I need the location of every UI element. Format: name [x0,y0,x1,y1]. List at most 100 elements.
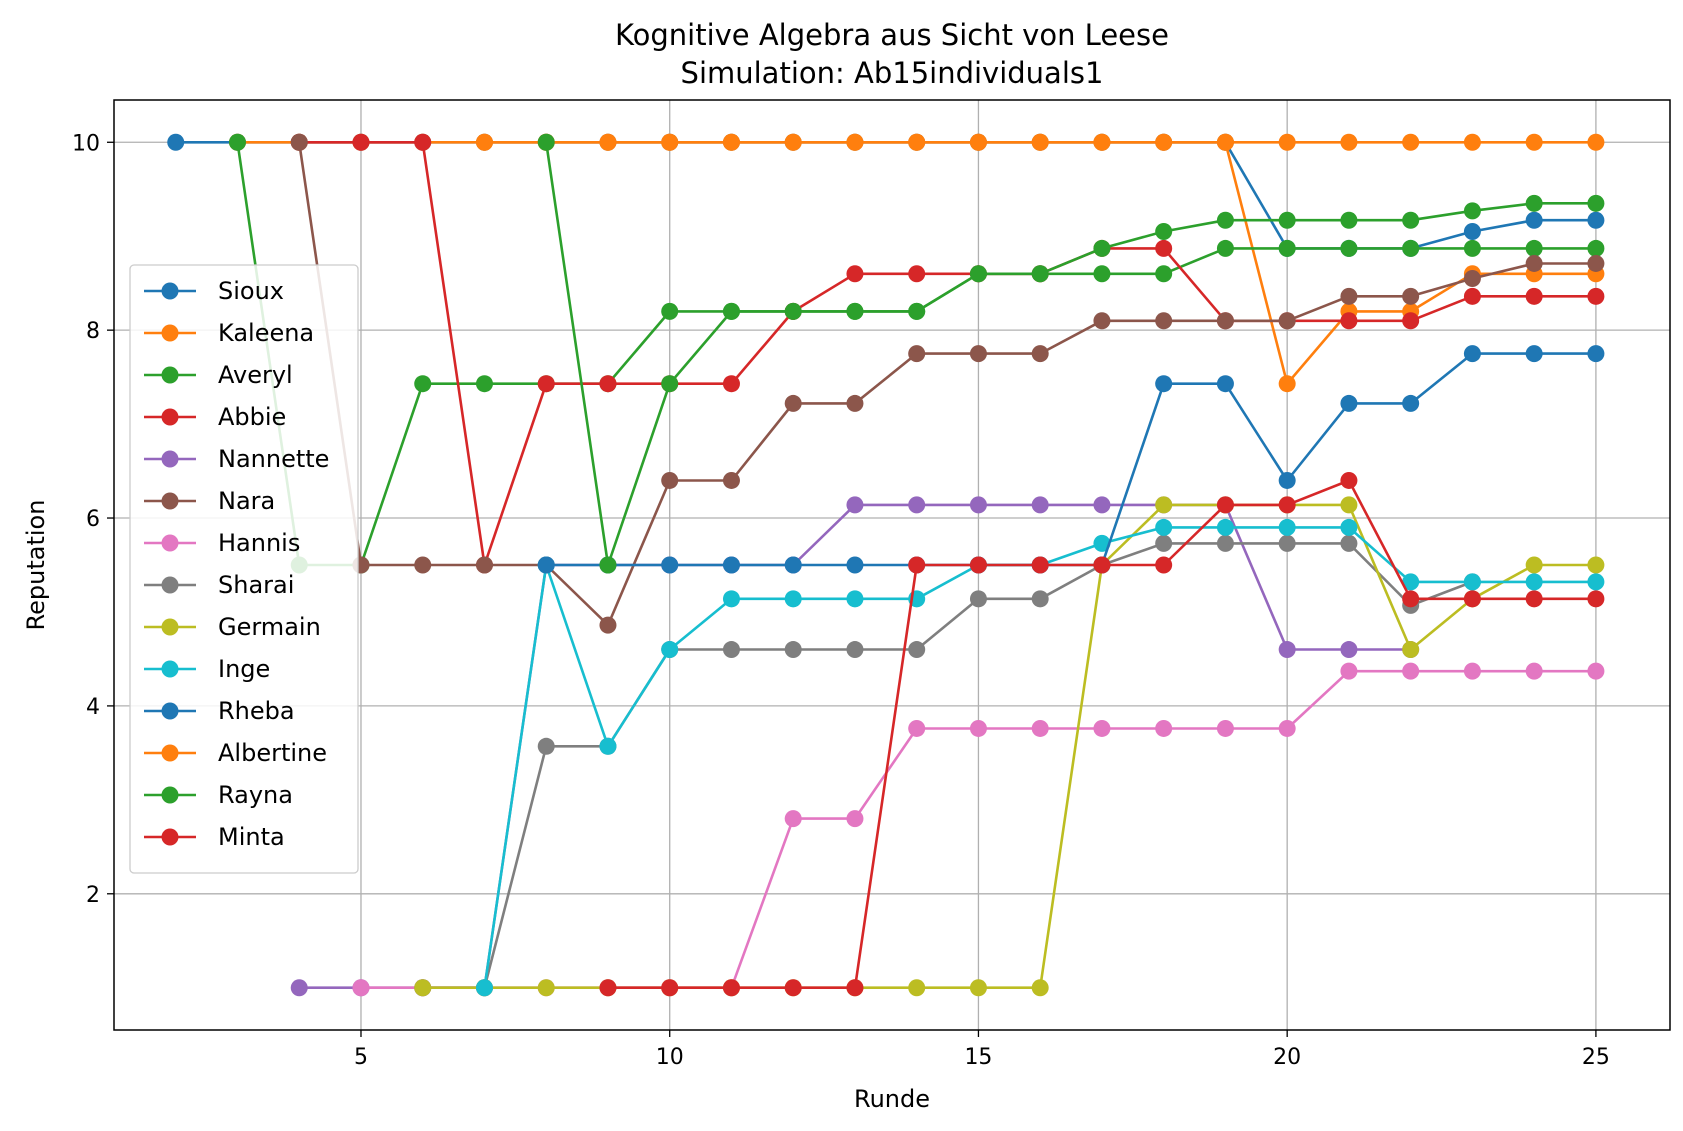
legend-label-germain: Germain [218,613,321,641]
data-point-inge [1155,518,1173,536]
data-point-hannis [1402,662,1420,680]
data-point-averyl [1216,239,1234,257]
data-point-nara [1587,254,1605,272]
data-point-minta [1278,496,1296,514]
data-point-nannette [1031,496,1049,514]
data-point-albertine [1340,133,1358,151]
data-point-hannis [908,719,926,737]
data-point-rayna [1031,265,1049,283]
legend-marker-rayna [161,786,179,804]
data-point-albertine [1031,133,1049,151]
legend-entry-abbie: Abbie [144,403,286,431]
data-point-abbie [1463,287,1481,305]
data-point-rayna [846,302,864,320]
data-point-rayna [1093,239,1111,257]
legend-marker-abbie [161,408,179,426]
series-line-abbie [299,141,1596,567]
x-tick-label: 15 [964,1045,992,1070]
y-tick-label: 10 [72,131,100,156]
data-point-minta [1340,471,1358,489]
legend-label-rayna: Rayna [218,781,293,809]
data-point-rheba [1216,375,1234,393]
legend-marker-sioux [161,282,179,300]
data-point-minta [1031,556,1049,574]
data-point-albertine [1587,133,1605,151]
data-point-rheba [1278,471,1296,489]
legend-marker-germain [161,618,179,636]
data-point-rheba [537,556,555,574]
data-point-averyl [228,133,246,151]
data-point-rheba [1587,345,1605,363]
data-point-hannis [1340,662,1358,680]
legend-label-minta: Minta [218,823,285,851]
data-point-minta [1155,556,1173,574]
data-point-abbie [1525,287,1543,305]
data-point-inge [1402,573,1420,591]
data-point-minta [1587,590,1605,608]
legend-entry-minta: Minta [144,823,285,851]
data-point-hannis [1031,719,1049,737]
data-point-inge [846,590,864,608]
data-point-inge [1340,518,1358,536]
data-point-hannis [1216,719,1234,737]
data-point-abbie [1587,287,1605,305]
data-point-inge [722,590,740,608]
legend-marker-averyl [161,366,179,384]
data-point-sharai [908,641,926,659]
data-point-abbie [599,375,617,393]
data-point-hannis [1278,719,1296,737]
data-point-nannette [290,979,308,997]
data-point-germain [908,979,926,997]
data-point-rayna [722,302,740,320]
data-point-germain [1340,496,1358,514]
data-point-albertine [1463,133,1481,151]
data-point-kaleena [1278,375,1296,393]
data-point-sharai [537,737,555,755]
data-point-inge [599,737,617,755]
data-point-averyl [1155,265,1173,283]
x-tick-label: 10 [656,1045,684,1070]
legend-label-nara: Nara [218,487,275,515]
data-point-nara [1463,269,1481,287]
data-point-averyl [661,302,679,320]
data-point-minta [908,556,926,574]
data-point-averyl [1587,239,1605,257]
chart-subtitle: Simulation: Ab15individuals1 [681,56,1104,90]
data-point-nannette [1278,641,1296,659]
data-point-sharai [1031,590,1049,608]
data-point-albertine [599,133,617,151]
data-point-albertine [1155,133,1173,151]
series-line-sharai [422,542,1473,990]
legend-entry-nannette: Nannette [144,445,329,473]
data-point-minta [599,979,617,997]
data-point-hannis [1463,662,1481,680]
series-rayna [537,133,1605,574]
legend-entry-sioux: Sioux [144,277,284,305]
data-point-minta [969,556,987,574]
data-point-nannette [1093,496,1111,514]
data-point-minta [1525,590,1543,608]
data-point-sioux [167,133,185,151]
data-point-nara [1093,312,1111,330]
data-point-nannette [908,496,926,514]
data-point-germain [1155,496,1173,514]
data-point-inge [1525,573,1543,591]
data-point-hannis [969,719,987,737]
data-point-sharai [784,641,802,659]
data-point-albertine [1402,133,1420,151]
data-point-rheba [846,556,864,574]
series-line-rayna [544,142,1596,567]
data-point-inge [1463,573,1481,591]
y-tick-label: 4 [86,695,100,720]
data-point-albertine [1278,133,1296,151]
data-point-sioux [1463,223,1481,241]
data-point-hannis [1155,719,1173,737]
data-point-rayna [1278,211,1296,229]
data-point-hannis [846,810,864,828]
legend-marker-hannis [161,534,179,552]
legend-entry-rheba: Rheba [144,697,295,725]
data-point-averyl [1463,239,1481,257]
data-point-rheba [1463,345,1481,363]
x-tick-label: 5 [354,1045,368,1070]
